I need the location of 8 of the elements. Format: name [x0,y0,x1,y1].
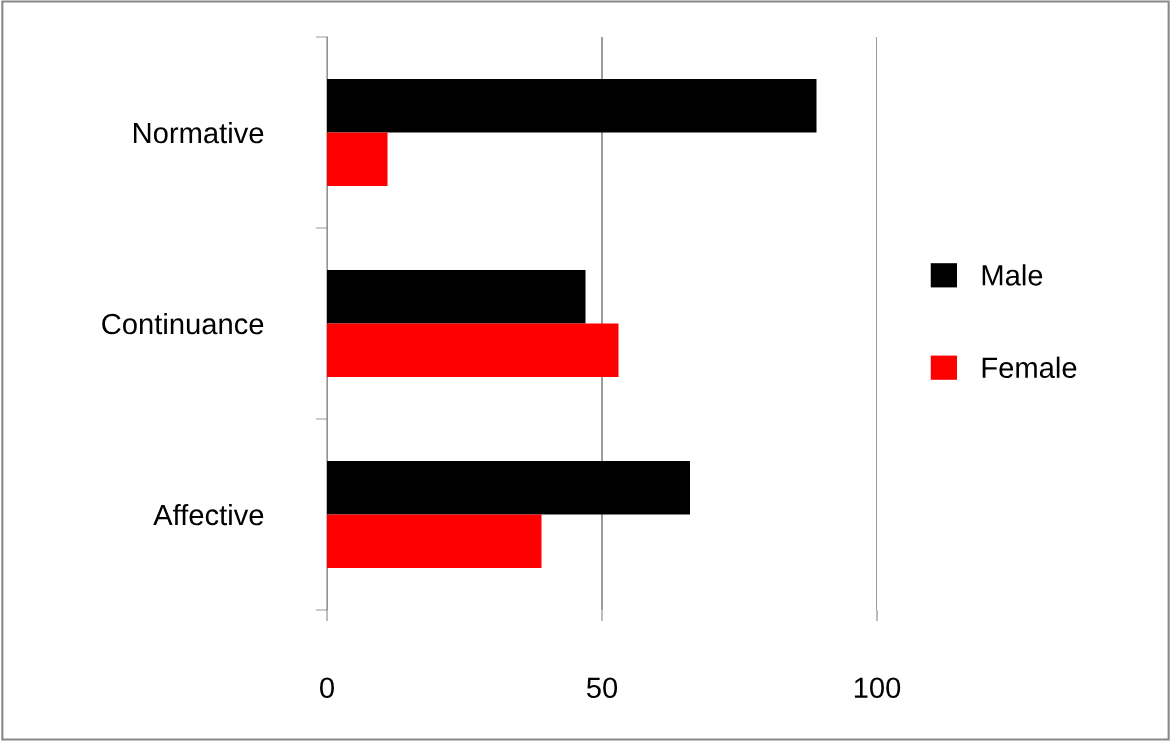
x-tick-label: 100 [854,677,901,699]
y-tick-label: Affective [153,503,264,526]
x-tick-label: 50 [586,677,618,699]
legend-label: Male [982,264,1043,286]
x-tick-label: 0 [320,677,334,699]
y-tick-label: Normative [134,121,264,144]
legend-label: Female [982,356,1077,379]
y-tick-label: Continuance [102,312,264,335]
